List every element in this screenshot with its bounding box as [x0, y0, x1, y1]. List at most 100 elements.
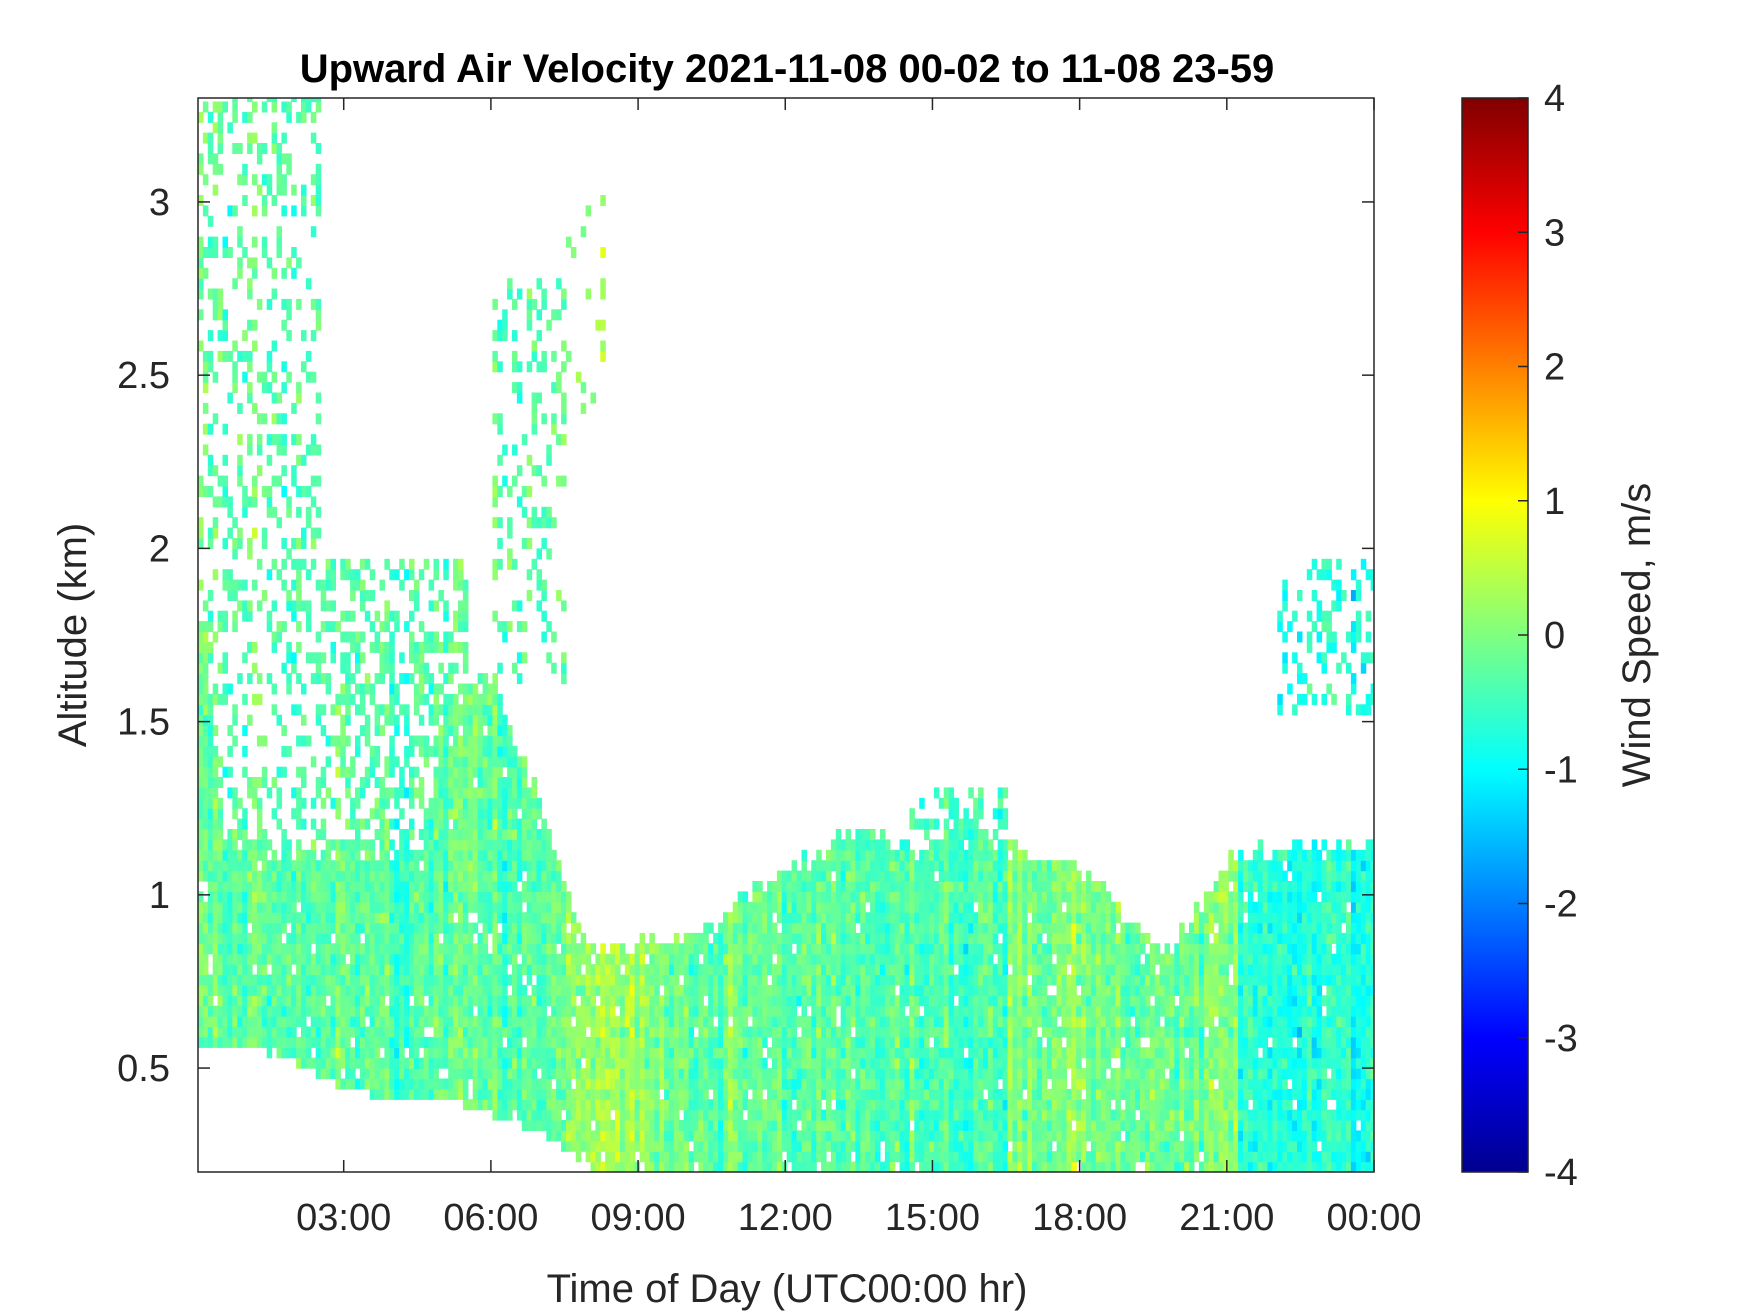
heatmap-cell	[438, 704, 444, 716]
heatmap-cell	[281, 101, 287, 113]
heatmap-cell	[497, 829, 503, 840]
heatmap-cell	[914, 974, 920, 986]
heatmap-cell	[570, 247, 577, 258]
heatmap-cell	[222, 881, 228, 892]
heatmap-cell	[737, 922, 744, 934]
heatmap-cell	[232, 984, 238, 996]
heatmap-cell	[399, 1057, 405, 1069]
heatmap-cell	[438, 683, 444, 695]
heatmap-cell	[531, 849, 538, 861]
heatmap-cell	[673, 953, 680, 965]
heatmap-cell	[639, 1047, 646, 1059]
heatmap-cell	[776, 901, 783, 913]
heatmap-cell	[399, 953, 405, 965]
heatmap-cell	[541, 1047, 547, 1059]
heatmap-cell	[669, 953, 675, 965]
heatmap-cell	[575, 964, 582, 976]
heatmap-cell	[551, 1016, 557, 1028]
heatmap-cell	[899, 932, 906, 944]
heatmap-cell	[487, 1016, 493, 1028]
heatmap-cell	[207, 891, 214, 903]
heatmap-cell	[531, 891, 538, 903]
heatmap-cell	[708, 1026, 714, 1038]
heatmap-cell	[619, 1068, 626, 1080]
heatmap-cell	[570, 943, 577, 955]
heatmap-cell	[212, 849, 219, 861]
heatmap-cell	[811, 1120, 817, 1131]
heatmap-cell	[271, 558, 278, 570]
heatmap-cell	[693, 1047, 699, 1059]
heatmap-cell	[369, 953, 376, 965]
heatmap-cell	[752, 964, 758, 976]
heatmap-cell	[894, 1036, 901, 1048]
heatmap-cell	[683, 1068, 690, 1080]
heatmap-cell	[536, 569, 542, 581]
heatmap-cell	[880, 1078, 886, 1090]
heatmap-cell	[600, 1016, 606, 1028]
heatmap-cell	[202, 641, 209, 653]
heatmap-cell	[693, 1068, 699, 1080]
heatmap-cell	[619, 1016, 626, 1028]
heatmap-cell	[384, 932, 390, 944]
heatmap-cell	[664, 1130, 670, 1142]
heatmap-cell	[870, 1005, 876, 1017]
heatmap-cell	[512, 1099, 518, 1111]
heatmap-cell	[286, 548, 292, 560]
heatmap-cell	[443, 829, 449, 840]
heatmap-cell	[713, 932, 719, 944]
heatmap-cell	[723, 984, 729, 996]
heatmap-cell	[394, 787, 400, 799]
heatmap-cell	[315, 631, 322, 643]
heatmap-cell	[477, 964, 484, 976]
heatmap-cell	[355, 704, 361, 716]
heatmap-cell	[286, 932, 292, 944]
heatmap-cell	[541, 881, 547, 892]
heatmap-cell	[512, 662, 518, 674]
heatmap-cell	[369, 839, 376, 851]
heatmap-cell	[644, 1005, 650, 1017]
heatmap-cell	[654, 1151, 660, 1163]
heatmap-cell	[541, 1026, 547, 1038]
heatmap-cell	[600, 195, 606, 206]
heatmap-cell	[845, 995, 852, 1007]
heatmap-cell	[364, 849, 371, 861]
heatmap-cell	[379, 1088, 385, 1100]
heatmap-cell	[850, 1099, 856, 1111]
heatmap-cell	[364, 932, 371, 944]
heatmap-cell	[325, 922, 332, 934]
heatmap-cell	[404, 870, 410, 882]
heatmap-cell	[418, 881, 425, 892]
heatmap-cell	[561, 1057, 567, 1069]
heatmap-cell	[531, 423, 538, 435]
heatmap-cell	[217, 818, 224, 830]
heatmap-cell	[786, 1005, 793, 1017]
heatmap-cell	[256, 839, 263, 851]
heatmap-cell	[870, 974, 876, 986]
heatmap-cell	[202, 953, 209, 965]
heatmap-cell	[237, 943, 243, 955]
heatmap-cell	[413, 953, 420, 965]
heatmap-cell	[904, 1109, 910, 1121]
heatmap-cell	[359, 652, 366, 664]
heatmap-cell	[217, 101, 224, 113]
heatmap-cell	[379, 797, 385, 809]
heatmap-cell	[884, 984, 891, 996]
heatmap-cell	[855, 1047, 861, 1059]
heatmap-cell	[561, 964, 567, 976]
heatmap-cell	[467, 714, 474, 726]
heatmap-cell	[423, 901, 430, 913]
heatmap-cell	[752, 901, 758, 913]
heatmap-cell	[399, 912, 405, 924]
heatmap-cell	[507, 527, 513, 539]
heatmap-cell	[884, 922, 891, 934]
heatmap-cell	[335, 849, 341, 861]
heatmap-cell	[315, 205, 322, 217]
heatmap-cell	[840, 1140, 847, 1152]
heatmap-cell	[330, 870, 336, 882]
heatmap-cell	[492, 829, 498, 840]
heatmap-cell	[305, 735, 312, 747]
heatmap-cell	[487, 1088, 493, 1100]
heatmap-cell	[379, 1057, 385, 1069]
heatmap-cell	[443, 984, 449, 996]
heatmap-cell	[924, 1068, 930, 1080]
